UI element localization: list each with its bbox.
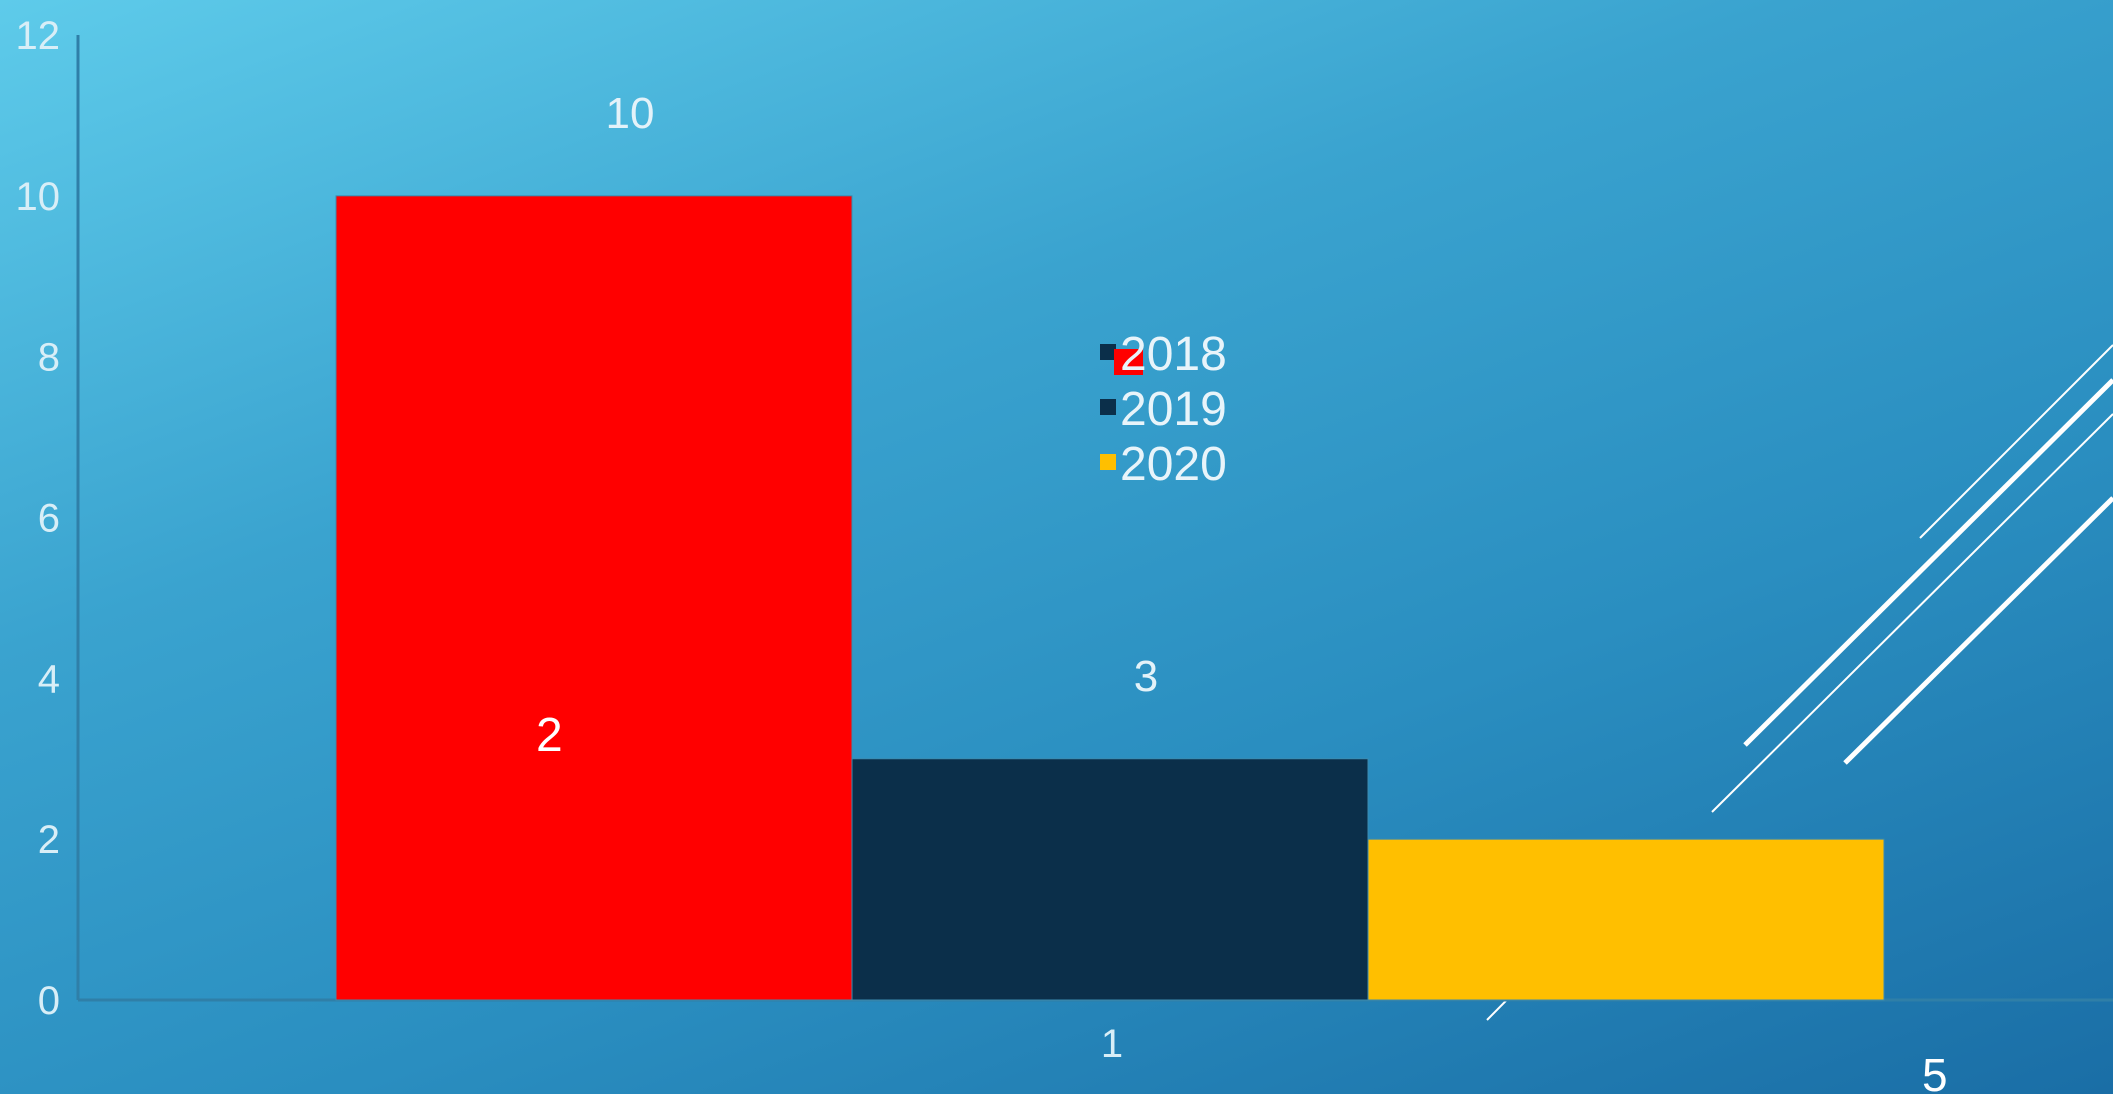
decor-line [1843, 496, 2113, 765]
y-tick-label: 12 [16, 14, 61, 58]
decor-line [1743, 378, 2113, 747]
inner-bar-label: 2 [536, 709, 563, 762]
bar-2020 [1367, 838, 1885, 1001]
bar-2018 [335, 195, 853, 1001]
decor-line [1919, 344, 2113, 539]
y-tick-label: 10 [16, 175, 61, 219]
x-tick-label: 1 [1101, 1022, 1123, 1066]
corner-label: 5 [1922, 1049, 1948, 1094]
y-tick-label: 2 [38, 818, 60, 862]
y-tick-label: 4 [38, 657, 60, 701]
legend-marker-2018 [1100, 344, 1116, 360]
y-tick-label: 0 [38, 979, 60, 1023]
legend: 2018 2019 2020 [1100, 328, 1227, 491]
y-tick-label: 8 [38, 336, 60, 380]
legend-label-2019: 2019 [1120, 383, 1227, 436]
legend-label-2018: 2018 [1120, 328, 1227, 381]
legend-marker-2020 [1100, 454, 1116, 470]
legend-overlay-marker [1114, 349, 1143, 375]
legend-marker-2019 [1100, 399, 1116, 415]
y-tick-label: 6 [38, 497, 60, 541]
bar-2019 [851, 758, 1369, 1001]
plot-area: 0 2 4 6 8 10 12 10 3 1 [16, 14, 2113, 1066]
data-label-2019: 3 [1134, 652, 1158, 701]
data-label-2018: 10 [606, 89, 655, 138]
decor-line [1711, 413, 2113, 813]
legend-label-2020: 2020 [1120, 438, 1227, 491]
